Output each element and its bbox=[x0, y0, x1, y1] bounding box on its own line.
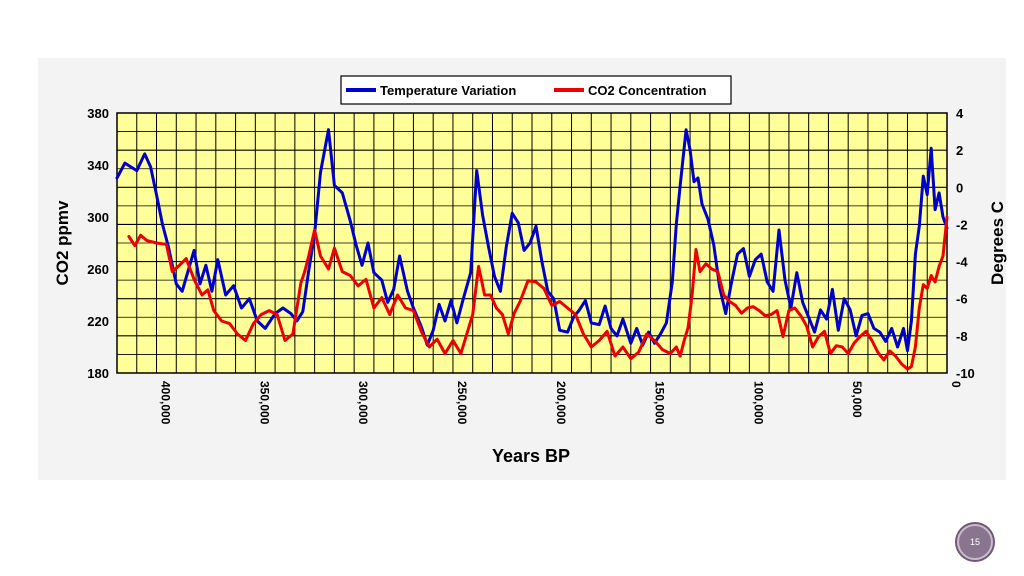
slide-number-badge[interactable]: 15 bbox=[957, 524, 993, 560]
y-left-tick-label: 380 bbox=[87, 106, 109, 121]
legend: Temperature Variation CO2 Concentration bbox=[340, 75, 732, 105]
y-right-tick-label: 0 bbox=[956, 180, 963, 195]
x-tick-label: 350,000 bbox=[257, 381, 271, 425]
y-left-tick-label: 260 bbox=[87, 262, 109, 277]
y-right-tick-label: -6 bbox=[956, 292, 968, 307]
x-tick-label: 300,000 bbox=[356, 381, 370, 425]
x-tick-label: 50,000 bbox=[850, 381, 864, 418]
y-left-tick-label: 340 bbox=[87, 158, 109, 173]
y-right-tick-label: 2 bbox=[956, 143, 963, 158]
x-tick-label: 250,000 bbox=[455, 381, 469, 425]
y-axis-left-title: CO2 ppmv bbox=[53, 200, 72, 286]
y-right-tick-label: -8 bbox=[956, 329, 968, 344]
y-right-tick-label: 4 bbox=[956, 106, 964, 121]
legend-box bbox=[340, 75, 732, 105]
y-right-tick-label: -2 bbox=[956, 217, 968, 232]
y-right-tick-label: -4 bbox=[956, 255, 968, 270]
x-tick-label: 150,000 bbox=[653, 381, 667, 425]
co2-line bbox=[127, 215, 949, 371]
x-tick-label: 0 bbox=[949, 381, 963, 388]
y-left-tick-label: 180 bbox=[87, 366, 109, 381]
legend-label-temperature: Temperature Variation bbox=[380, 83, 516, 98]
x-tick-label: 400,000 bbox=[159, 381, 173, 425]
y-axis-right-title: Degrees C bbox=[988, 201, 1007, 285]
y-right-tick-label: -10 bbox=[956, 366, 975, 381]
y-left-tick-label: 300 bbox=[87, 210, 109, 225]
x-tick-label: 100,000 bbox=[751, 381, 765, 425]
x-tick-label: 200,000 bbox=[554, 381, 568, 425]
y-left-tick-label: 220 bbox=[87, 314, 109, 329]
legend-label-co2: CO2 Concentration bbox=[588, 83, 707, 98]
x-axis-title: Years BP bbox=[492, 446, 570, 466]
plot-border bbox=[116, 112, 948, 374]
